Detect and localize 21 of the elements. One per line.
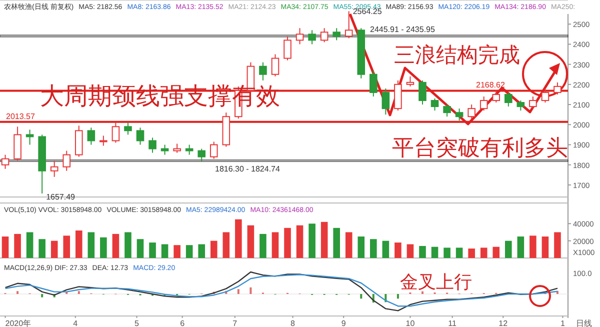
annotation: 金叉上行 [400,272,472,292]
x-tick-label: 2020年 [5,319,32,327]
annotation: 平台突破有利多头 [392,135,568,160]
x-tick-label: 5 [134,319,140,327]
band-label: 2445.91 - 2435.95 [370,24,436,34]
x-axis-title: 日线 [576,319,592,327]
annotation: 2564.25 [352,7,382,16]
x-tick-label: 12 [498,319,508,327]
x-tick-label: 8 [290,319,296,327]
x-tick-label: 1 [560,319,566,327]
x-tick-label: 6 [180,319,186,327]
x-tick-label: 10 [406,319,416,327]
annotation: 1657.49 [46,192,76,202]
annotation: 三浪结构完成 [394,43,520,67]
band-label: 1816.30 - 1824.74 [215,164,280,174]
ref-line-label: 2013.57 [6,112,36,121]
x-tick-label: 4 [73,319,78,327]
ref-line-label: 2168.62 [476,80,506,90]
x-tick-label: 7 [232,319,238,327]
x-tick-label: 11 [448,319,457,327]
x-tick-label: 9 [341,319,346,327]
